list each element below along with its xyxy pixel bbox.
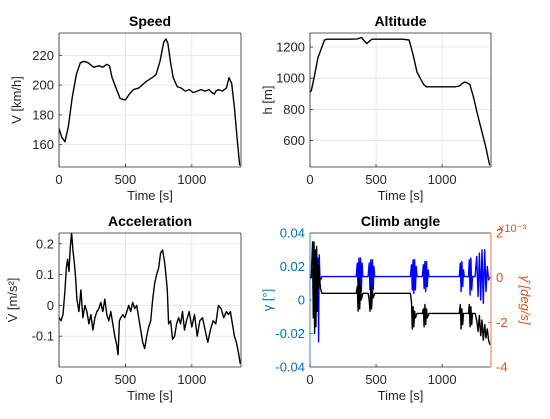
y-tick-label: 0 <box>47 298 54 313</box>
y-tick-label: -0.04 <box>275 360 305 375</box>
y-tick-label: 0 <box>298 293 305 308</box>
x-tick-label: 0 <box>55 372 62 387</box>
y-tick-label: 0.04 <box>280 226 305 241</box>
x-axis-label: Time [s] <box>378 388 424 403</box>
chart-title: Speed <box>129 13 171 29</box>
main-series-line <box>59 233 241 365</box>
series-group <box>310 36 491 166</box>
x-axis-label: Time [s] <box>127 188 173 203</box>
plot-area <box>59 33 241 167</box>
plot-area <box>310 233 491 367</box>
y-tick-label: 800 <box>283 102 305 117</box>
right-tick-label: 2 <box>496 226 503 241</box>
x-tick-label: 1000 <box>428 372 457 387</box>
right-tick-label: -4 <box>496 360 508 375</box>
y-tick-label: 160 <box>32 137 54 152</box>
y-tick-label: 1200 <box>276 40 305 55</box>
right-axis-label: γ̂̇ [deg/s] <box>518 275 533 325</box>
y-axis-label: h [m] <box>260 86 275 115</box>
y-tick-label: -0.1 <box>32 329 54 344</box>
right-axis-exponent: ×10⁻³ <box>498 223 526 235</box>
x-tick-label: 1000 <box>177 172 206 187</box>
main-series-line <box>59 38 241 166</box>
series-group <box>310 241 491 345</box>
right-tick-label: 0 <box>496 270 503 285</box>
chart-title: Altitude <box>374 13 426 29</box>
x-tick-label: 1000 <box>177 372 206 387</box>
y-tick-label: 200 <box>32 78 54 93</box>
x-tick-label: 0 <box>306 172 313 187</box>
y-tick-label: 220 <box>32 48 54 63</box>
x-tick-label: 0 <box>306 372 313 387</box>
y-tick-label: -0.02 <box>275 326 305 341</box>
x-tick-label: 0 <box>55 172 62 187</box>
x-tick-label: 1000 <box>428 172 457 187</box>
y-tick-label: 0.1 <box>36 267 54 282</box>
chart-title: Acceleration <box>108 213 192 229</box>
right-series-line <box>310 241 491 345</box>
y-tick-label: 600 <box>283 133 305 148</box>
main-series-line <box>310 36 491 166</box>
y-axis-label: V [km/h] <box>9 76 24 124</box>
x-axis-label: Time [s] <box>127 388 173 403</box>
y-tick-label: 1000 <box>276 71 305 86</box>
y-tick-label: 180 <box>32 107 54 122</box>
x-tick-label: 500 <box>115 372 137 387</box>
x-tick-label: 500 <box>365 172 387 187</box>
x-tick-label: 500 <box>365 372 387 387</box>
series-group <box>59 233 241 365</box>
plot-area <box>59 233 241 367</box>
chart-title: Climb angle <box>361 213 441 229</box>
x-tick-label: 500 <box>115 172 137 187</box>
x-axis-label: Time [s] <box>378 188 424 203</box>
y-tick-label: 0.2 <box>36 236 54 251</box>
series-group <box>59 38 241 166</box>
y-axis-label: V̇ [m/s²] <box>5 278 20 323</box>
right-tick-label: -2 <box>496 315 508 330</box>
y-axis-label: γ [°] <box>260 289 275 312</box>
plot-area <box>310 33 491 167</box>
y-tick-label: 0.02 <box>280 259 305 274</box>
